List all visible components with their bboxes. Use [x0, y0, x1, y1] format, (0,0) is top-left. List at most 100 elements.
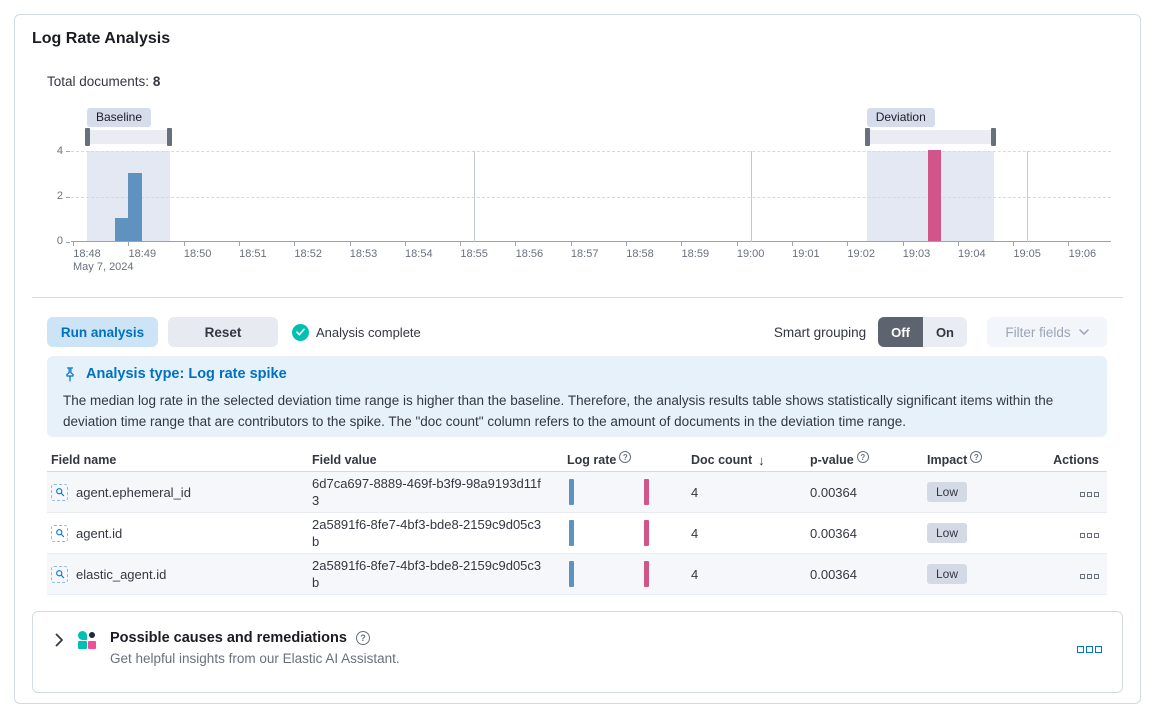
page-title: Log Rate Analysis	[32, 30, 171, 47]
filter-fields-button[interactable]: Filter fields	[987, 317, 1107, 347]
baseline-brush[interactable]	[85, 128, 172, 146]
field-search-icon[interactable]	[51, 565, 68, 583]
column-header-doc-count[interactable]: Doc count ↓	[691, 452, 765, 468]
x-axis-label: 19:05	[1013, 248, 1041, 260]
x-axis-tick	[791, 242, 793, 246]
chevron-right-icon	[55, 633, 63, 647]
doc-count: 4	[691, 566, 699, 582]
field-search-icon[interactable]	[51, 524, 68, 542]
chart-plot-area	[66, 150, 1111, 243]
x-axis-label: 19:01	[792, 248, 820, 260]
ai-panel-accordion-toggle[interactable]: Possible causes and remediations ? Get h…	[55, 630, 400, 666]
x-axis-tick	[73, 242, 74, 246]
x-axis-label: 18:57	[570, 248, 599, 260]
brush-handle[interactable]	[990, 128, 996, 146]
table-row: agent.ephemeral_id 6d7ca697-8889-469f-b3…	[47, 472, 1107, 513]
x-axis-tick	[570, 242, 572, 246]
table-row: elastic_agent.id 2a5891f6-8fe7-4bf3-bde8…	[47, 554, 1107, 595]
x-axis-label: 18:52	[294, 248, 322, 260]
question-icon[interactable]: ?	[856, 451, 869, 463]
log-rate-cell	[567, 561, 691, 587]
column-header-field-name[interactable]: Field name	[51, 453, 117, 467]
x-axis-label: 19:03	[902, 248, 931, 260]
x-axis-tick	[847, 242, 849, 246]
ai-assistant-panel: Possible causes and remediations ? Get h…	[32, 611, 1123, 693]
log-rate-baseline-bar	[569, 520, 574, 546]
column-header-log-rate[interactable]: Log rate?	[567, 451, 691, 467]
x-axis-tick	[626, 242, 627, 246]
field-name: elastic_agent.id	[76, 566, 167, 582]
baseline-badge: Baseline	[87, 108, 152, 127]
smart-grouping-on-button[interactable]: On	[935, 324, 954, 340]
y-axis-label: 2	[56, 190, 63, 202]
v-gridline	[474, 151, 476, 242]
brush-handle[interactable]	[85, 128, 90, 146]
x-axis-tick	[128, 242, 130, 246]
x-axis-label: 18:48	[73, 248, 101, 260]
v-gridline	[750, 151, 752, 242]
row-actions-icon[interactable]	[1080, 532, 1099, 538]
column-header-actions: Actions	[1053, 453, 1099, 467]
log-rate-analysis-panel: Log Rate Analysis Total documents: 8 4 2…	[14, 14, 1141, 704]
callout-body: The median log rate in the selected devi…	[63, 393, 1054, 429]
results-table: Field name Field value Log rate? Doc cou…	[47, 449, 1107, 595]
deviation-badge: Deviation	[866, 108, 935, 127]
h-gridline	[71, 151, 1111, 152]
reset-button[interactable]: Reset	[168, 317, 278, 347]
x-axis-tick	[404, 242, 406, 246]
analysis-status-label: Analysis complete	[316, 324, 421, 340]
ai-panel-actions-icon[interactable]	[1077, 646, 1102, 653]
x-axis-tick	[902, 242, 904, 246]
y-axis-tick	[66, 151, 70, 152]
deviation-brush[interactable]	[864, 128, 996, 146]
smart-grouping-off-button[interactable]: Off	[878, 317, 923, 347]
x-axis-label: 18:59	[681, 248, 710, 260]
row-actions-icon[interactable]	[1080, 491, 1099, 497]
column-header-impact[interactable]: Impact?	[927, 451, 1047, 467]
analysis-type-callout: Analysis type: Log rate spike The median…	[47, 356, 1107, 437]
total-documents-value: 8	[152, 74, 161, 89]
log-rate-baseline-bar	[569, 479, 574, 505]
log-rate-deviation-bar	[644, 561, 649, 587]
x-axis-label: 18:51	[239, 248, 267, 260]
impact-badge: Low	[927, 523, 968, 543]
x-axis-tick	[238, 242, 240, 246]
impact-badge: Low	[927, 482, 968, 502]
p-value: 0.00364	[810, 484, 857, 500]
run-analysis-button[interactable]: Run analysis	[47, 317, 158, 347]
question-icon[interactable]: ?	[970, 451, 983, 463]
x-axis-label: 19:02	[847, 248, 875, 260]
field-value: 6d7ca697-8889-469f-b3f9-98a9193d11f3	[312, 476, 541, 508]
total-documents: Total documents: 8	[47, 74, 160, 89]
x-axis-tick	[515, 242, 517, 246]
impact-badge: Low	[927, 564, 968, 584]
field-name: agent.id	[76, 525, 123, 541]
y-axis-tick	[66, 196, 70, 198]
brush-handle[interactable]	[864, 128, 870, 146]
histogram-bar	[927, 150, 942, 241]
v-gridline	[1027, 151, 1029, 242]
sort-desc-icon: ↓	[758, 452, 765, 468]
help-icon[interactable]: ?	[355, 631, 370, 645]
section-divider	[32, 297, 1123, 298]
column-header-field-value[interactable]: Field value	[312, 453, 377, 467]
row-actions-icon[interactable]	[1080, 573, 1099, 579]
callout-title: Analysis type: Log rate spike	[86, 366, 287, 382]
total-documents-label: Total documents:	[47, 74, 150, 89]
field-search-icon[interactable]	[51, 483, 68, 501]
log-rate-cell	[567, 520, 691, 546]
x-axis-label: 19:04	[958, 248, 986, 260]
x-axis-tick	[681, 242, 683, 246]
x-axis-tick	[294, 242, 296, 246]
log-rate-baseline-bar	[569, 561, 574, 587]
log-rate-cell	[567, 479, 691, 505]
x-axis-tick	[1068, 242, 1070, 246]
smart-grouping-label: Smart grouping	[773, 324, 867, 340]
field-value: 2a5891f6-8fe7-4bf3-bde8-2159c9d05c3b	[312, 558, 542, 590]
question-icon[interactable]: ?	[619, 451, 632, 463]
x-axis-label: 18:53	[349, 248, 378, 260]
x-axis-label: 19:00	[736, 248, 765, 260]
column-header-p-value[interactable]: p-value?	[810, 451, 927, 467]
brush-handle[interactable]	[166, 128, 172, 146]
ai-panel-subtitle: Get helpful insights from our Elastic AI…	[110, 651, 400, 666]
